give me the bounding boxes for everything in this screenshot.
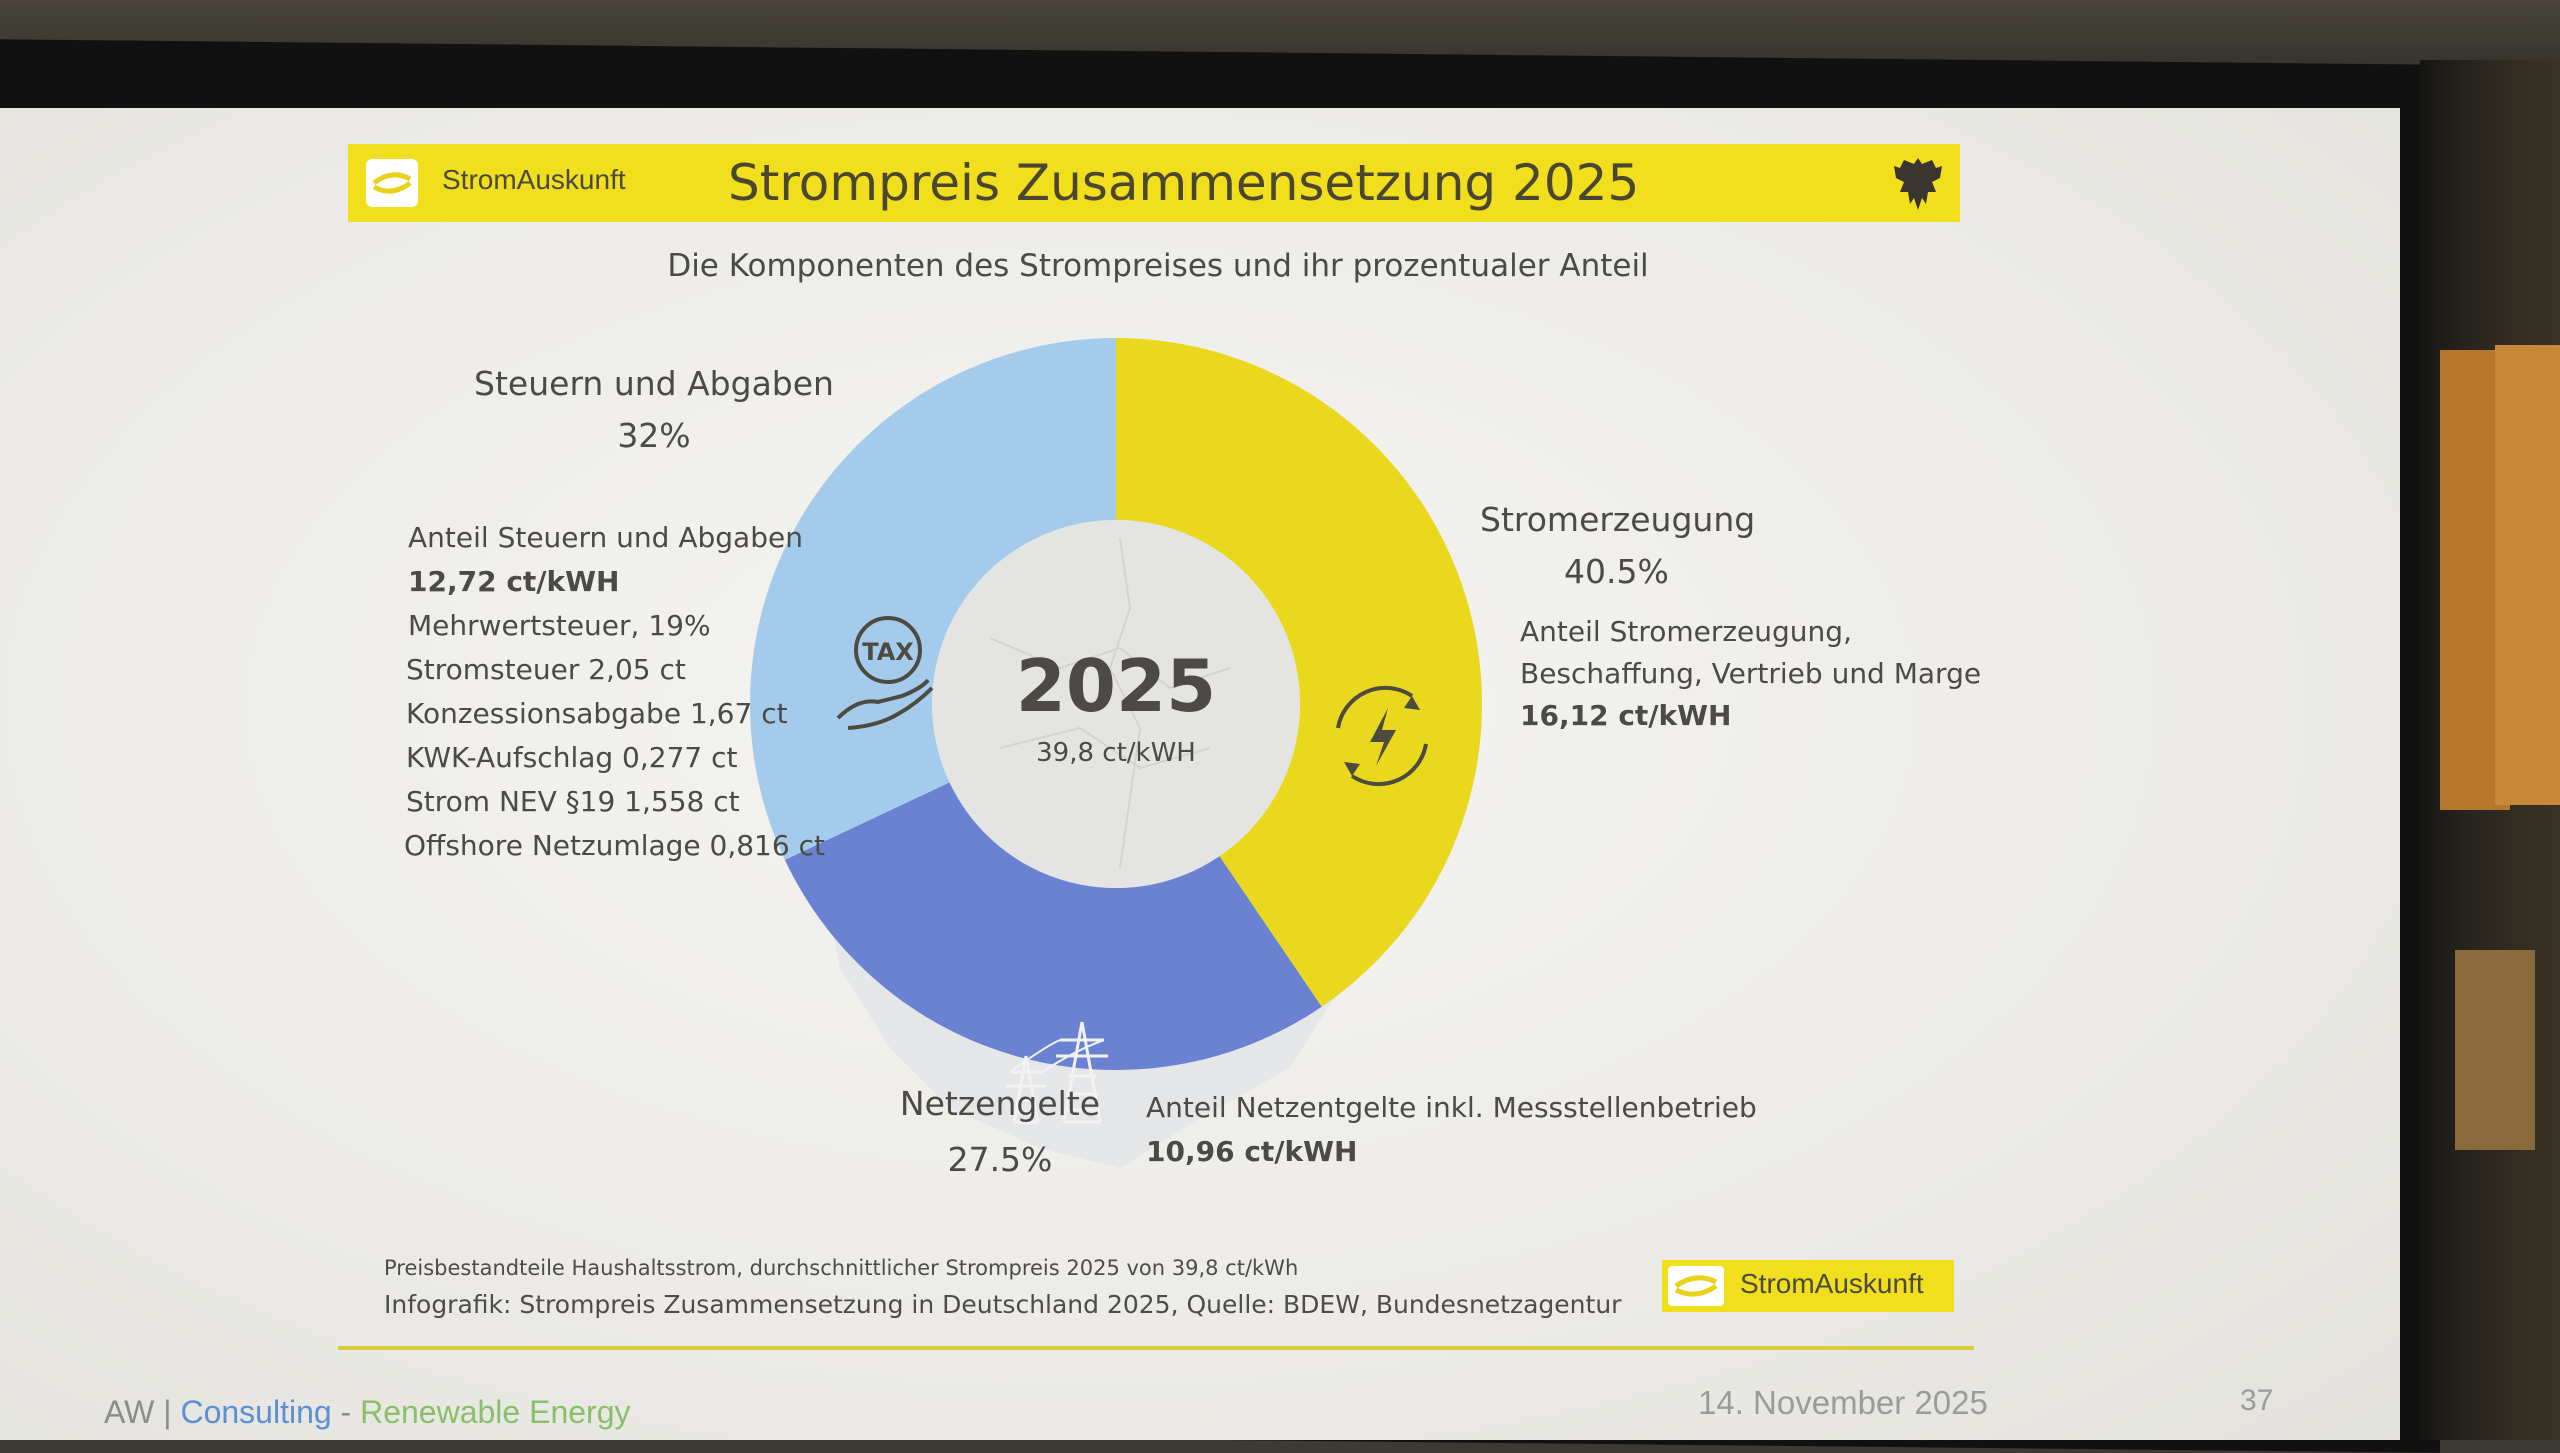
chart-subtitle: Die Komponenten des Strompreises und ihr…	[667, 248, 1649, 284]
tax-item: KWK-Aufschlag 0,277 ct	[406, 741, 738, 774]
stromauskunft-logo-icon	[1668, 1266, 1724, 1306]
amount-stromerzeugung: 16,12 ct/kWH	[1520, 699, 1732, 732]
slice-label-netzengelte: Netzengelte	[899, 1084, 1101, 1123]
footnote: Preisbestandteile Haushaltsstrom, durchs…	[384, 1256, 1299, 1280]
center-year-label: 2025	[1015, 644, 1217, 728]
slice-percent-netzengelte: 27.5%	[947, 1140, 1053, 1179]
company-consulting: Consulting	[180, 1394, 332, 1430]
slice-percent-stromerzeugung: 40.5%	[1564, 552, 1669, 591]
detail-steuern: Anteil Steuern und Abgaben	[408, 521, 803, 554]
footer-divider	[338, 1346, 1974, 1350]
company-footer: AW | Consulting - Renewable Energy	[104, 1394, 630, 1431]
tax-item: Offshore Netzumlage 0,816 ct	[404, 829, 825, 862]
donut-slice-steuern-und-abgaben	[750, 338, 1116, 860]
room-shelf	[2495, 345, 2560, 805]
detail-netzengelte: Anteil Netzentgelte inkl. Messstellenbet…	[1146, 1091, 1757, 1124]
slide: StromAuskunft Strompreis Zusammensetzung…	[0, 108, 2400, 1440]
slide-date: 14. November 2025	[1698, 1384, 1988, 1421]
federal-eagle-icon	[1894, 158, 1942, 210]
tax-hand-icon: TAX	[836, 616, 934, 730]
footer-logo-text: StromAuskunft	[1740, 1268, 1924, 1299]
company-renewable: Renewable Energy	[360, 1394, 631, 1430]
source-note: Infografik: Strompreis Zusammensetzung i…	[384, 1290, 1622, 1319]
title-banner: StromAuskunft Strompreis Zusammensetzung…	[348, 144, 1960, 222]
center-price-label: 39,8 ct/kWH	[1036, 738, 1196, 768]
stromauskunft-logo-icon	[366, 159, 418, 207]
lightning-icon	[1336, 685, 1428, 787]
detail-stromerzeugung: Beschaffung, Vertrieb und Marge	[1520, 657, 1982, 690]
donut-chart: TAX	[750, 338, 1483, 1168]
footer-logo: StromAuskunft	[1662, 1260, 1954, 1312]
amount-netzengelte: 10,96 ct/kWH	[1146, 1135, 1358, 1168]
company-separator: -	[331, 1394, 361, 1430]
brand-name: StromAuskunft	[442, 164, 626, 195]
page-number: 37	[2240, 1384, 2274, 1417]
slice-label-stromerzeugung: Stromerzeugung	[1480, 500, 1756, 539]
room-shelf	[2455, 950, 2535, 1150]
tax-item: Konzessionsabgabe 1,67 ct	[406, 697, 788, 730]
slide-title: Strompreis Zusammensetzung 2025	[728, 154, 1640, 212]
donut-slice-stromerzeugung	[1116, 338, 1483, 1007]
slice-percent-steuern: 32%	[617, 416, 691, 455]
slice-label-steuern: Steuern und Abgaben	[474, 364, 834, 403]
tax-item: Mehrwertsteuer, 19%	[408, 609, 711, 642]
power-pylon-icon	[1006, 1021, 1108, 1124]
tax-item: Strom NEV §19 1,558 ct	[406, 785, 740, 818]
detail-stromerzeugung: Anteil Stromerzeugung,	[1520, 615, 1852, 648]
tax-item: Stromsteuer 2,05 ct	[406, 653, 686, 686]
map-lines	[989, 537, 1231, 869]
amount-steuern: 12,72 ct/kWH	[408, 565, 620, 598]
donut-hole	[932, 520, 1300, 888]
donut-slice-netzengelte	[784, 782, 1322, 1070]
svg-text:TAX: TAX	[862, 638, 914, 666]
company-prefix: AW |	[104, 1394, 181, 1430]
